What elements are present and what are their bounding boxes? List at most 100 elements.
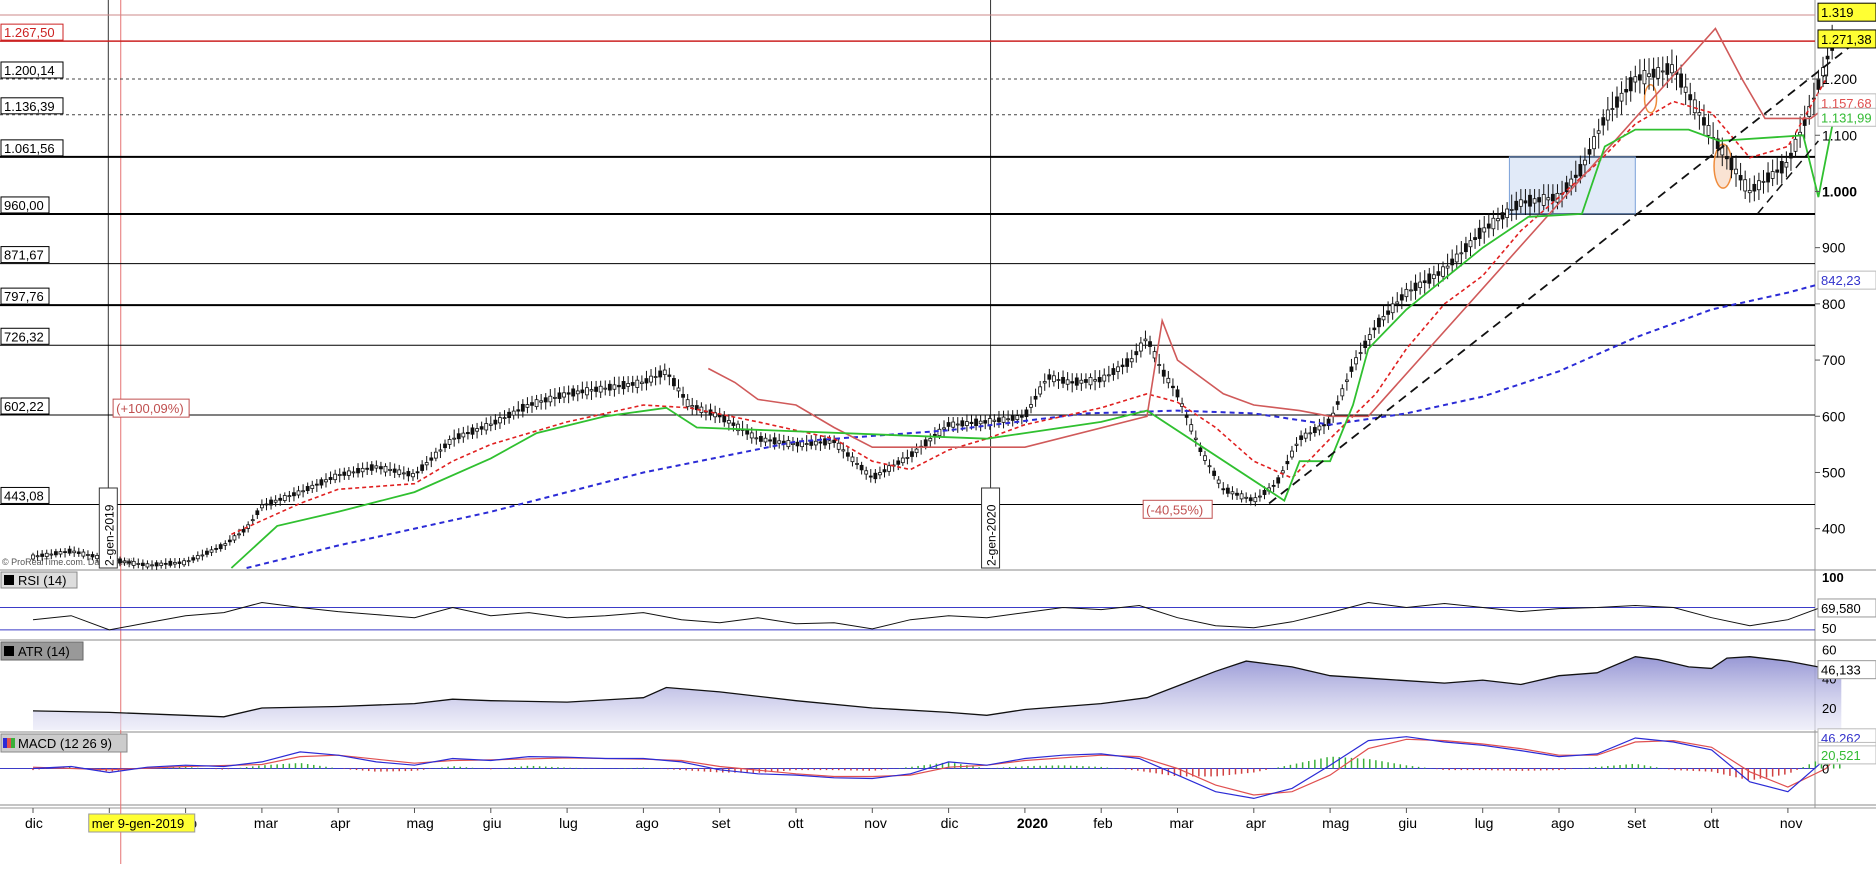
price-candle bbox=[1633, 76, 1638, 83]
price-candle bbox=[86, 554, 90, 556]
price-candle bbox=[498, 417, 502, 424]
price-candle bbox=[969, 421, 974, 424]
price-candle bbox=[1418, 281, 1423, 289]
price-candle bbox=[420, 464, 425, 471]
price-candle bbox=[173, 562, 177, 565]
time-axis-label: feb bbox=[1093, 815, 1113, 831]
price-candle bbox=[1354, 357, 1358, 365]
price-candle bbox=[1006, 418, 1011, 421]
price-candle bbox=[1436, 271, 1441, 276]
price-candle bbox=[983, 420, 988, 424]
percent-annotation: (-40,55%) bbox=[1146, 502, 1203, 517]
price-candle bbox=[841, 449, 846, 452]
price-level-label: 1.200,14 bbox=[4, 63, 55, 78]
price-candle bbox=[992, 419, 997, 422]
price-candle bbox=[1175, 389, 1180, 398]
price-candle bbox=[1702, 117, 1706, 126]
ma200-line bbox=[246, 279, 1834, 569]
price-candle bbox=[1358, 352, 1363, 354]
price-candle bbox=[324, 479, 328, 483]
price-candle bbox=[1015, 415, 1020, 421]
price-candle bbox=[1285, 461, 1290, 465]
price-level-label: 1.267,50 bbox=[4, 25, 55, 40]
price-level-label: 443,08 bbox=[4, 488, 44, 503]
price-candle bbox=[346, 470, 351, 476]
price-candle bbox=[1207, 465, 1212, 468]
price-candle bbox=[1784, 162, 1789, 168]
price-candle bbox=[200, 554, 205, 557]
price-candle bbox=[598, 385, 603, 393]
price-candle bbox=[1413, 282, 1418, 291]
price-candle bbox=[1660, 70, 1665, 73]
macd-value-label: 20,521 bbox=[1821, 748, 1861, 763]
price-candle bbox=[1505, 208, 1510, 218]
price-candle bbox=[1738, 175, 1743, 181]
price-candle bbox=[882, 469, 887, 473]
price-candle bbox=[145, 563, 150, 568]
price-candle bbox=[1596, 130, 1601, 134]
time-axis-label: ott bbox=[788, 815, 804, 831]
macd-axis-label: 0 bbox=[1822, 762, 1829, 777]
price-candle bbox=[1225, 487, 1230, 494]
price-candle bbox=[287, 495, 292, 498]
supertrend-red-line bbox=[707, 27, 1835, 448]
price-candle bbox=[722, 414, 727, 423]
price-candle bbox=[177, 561, 182, 564]
price-candle bbox=[479, 426, 484, 430]
price-candle bbox=[1125, 358, 1130, 367]
price-level-label-box bbox=[0, 486, 50, 504]
price-candle bbox=[974, 418, 978, 426]
price-candle bbox=[965, 421, 969, 426]
price-candle bbox=[942, 427, 946, 430]
price-candle bbox=[868, 475, 873, 478]
price-candle bbox=[1724, 156, 1729, 160]
price-candle bbox=[1697, 112, 1702, 116]
price-candle bbox=[607, 383, 612, 391]
price-candle bbox=[209, 549, 214, 553]
price-candle bbox=[617, 384, 621, 388]
price-candle bbox=[447, 439, 452, 445]
price-candle bbox=[1637, 74, 1642, 81]
price-candle bbox=[658, 370, 663, 378]
price-candle bbox=[127, 561, 132, 564]
price-candle bbox=[1244, 496, 1249, 499]
price-candle bbox=[1541, 194, 1546, 206]
price-candle bbox=[1583, 159, 1587, 166]
time-axis-label: 2020 bbox=[1017, 815, 1048, 831]
price-candle bbox=[1367, 334, 1372, 340]
price-candle bbox=[1010, 414, 1015, 421]
price-candle bbox=[351, 471, 356, 474]
atr-axis-label: 20 bbox=[1822, 701, 1836, 716]
time-axis-label: giu bbox=[483, 815, 502, 831]
price-candle bbox=[1303, 432, 1308, 439]
price-candle bbox=[818, 441, 823, 444]
price-candle bbox=[1134, 351, 1139, 356]
year-marker-label: 2-gen-2019 bbox=[102, 504, 116, 566]
price-candle bbox=[791, 442, 795, 445]
price-candle bbox=[548, 395, 553, 403]
time-axis-label: lug bbox=[1475, 815, 1494, 831]
price-candle bbox=[1587, 149, 1592, 155]
price-level-label-box bbox=[0, 327, 50, 345]
price-candle bbox=[90, 554, 95, 558]
price-candle bbox=[1106, 374, 1111, 377]
time-axis-label: mag bbox=[407, 815, 434, 831]
price-candle bbox=[292, 492, 296, 497]
price-candle bbox=[1793, 138, 1798, 152]
price-candle bbox=[1651, 68, 1656, 78]
rsi-line bbox=[32, 601, 1842, 631]
price-candle bbox=[1775, 169, 1780, 173]
price-axis-label: 1.000 bbox=[1822, 183, 1857, 199]
price-candle bbox=[168, 560, 173, 566]
price-candle bbox=[1404, 288, 1409, 298]
price-candle bbox=[429, 457, 434, 461]
price-candle bbox=[585, 387, 589, 396]
macd-title-box bbox=[0, 733, 128, 753]
price-candle bbox=[369, 464, 374, 471]
year-marker-label-box bbox=[98, 487, 118, 569]
price-candle bbox=[914, 448, 919, 454]
atr-axis-label: 60 bbox=[1822, 642, 1836, 657]
price-candle bbox=[1564, 182, 1569, 193]
price-candle bbox=[1454, 253, 1459, 263]
